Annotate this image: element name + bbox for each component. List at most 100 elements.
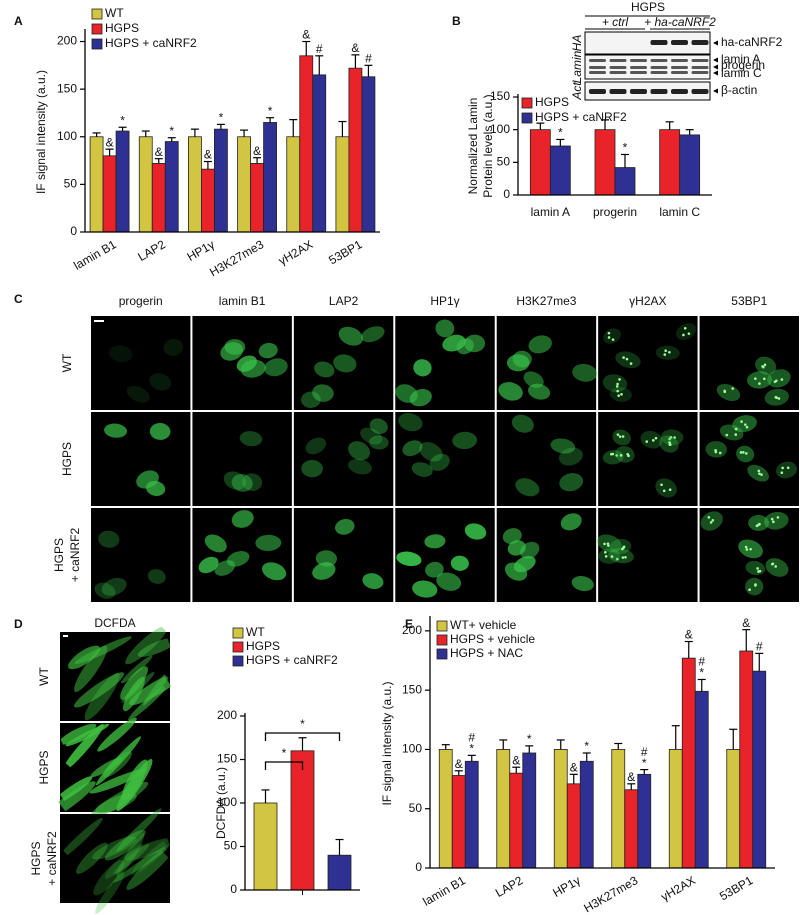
significance-mark: & <box>570 761 578 775</box>
nucleus <box>612 429 631 446</box>
y-tick-label: 100 <box>490 122 510 136</box>
focus <box>606 542 610 546</box>
nucleus <box>419 442 443 462</box>
significance-mark: & <box>106 135 114 149</box>
nucleus <box>101 577 127 596</box>
bar <box>164 141 179 233</box>
focus <box>621 556 625 559</box>
antibody-label: Lamin <box>570 50 584 83</box>
band <box>691 66 709 69</box>
focus <box>645 440 649 443</box>
bar <box>89 136 104 233</box>
legend-swatch <box>436 648 448 660</box>
cell <box>95 793 137 814</box>
legend-swatch <box>521 97 533 109</box>
column-label: H3K27me3 <box>516 294 576 308</box>
micrograph <box>192 412 292 506</box>
y-tick-label: 150 <box>490 89 510 103</box>
legend-label: HGPS + vehicle <box>450 632 535 646</box>
nucleus <box>347 458 372 475</box>
column-label: lamin B1 <box>219 294 266 308</box>
band <box>630 66 647 69</box>
significance-mark: # <box>698 655 705 669</box>
cell <box>74 672 125 708</box>
focus <box>763 377 766 381</box>
cell <box>120 666 148 700</box>
focus <box>763 363 767 367</box>
nucleus <box>360 427 383 445</box>
error-bar <box>684 640 693 659</box>
significance-mark: & <box>685 628 693 642</box>
focus <box>668 437 671 441</box>
error-bar <box>302 40 311 56</box>
legend-label: HGPS <box>535 95 569 109</box>
bar <box>464 760 479 869</box>
nucleus <box>231 474 253 492</box>
column-label: HP1γ <box>430 294 459 308</box>
band <box>671 40 688 45</box>
nucleus <box>511 414 534 433</box>
bar <box>348 67 363 233</box>
band-label: progerin <box>721 58 765 72</box>
focus <box>734 427 738 431</box>
cell <box>76 842 108 874</box>
nucleus <box>464 523 487 540</box>
focus <box>745 425 749 429</box>
bar <box>566 783 581 869</box>
error-bar <box>512 766 521 774</box>
cell <box>97 717 137 752</box>
x-tick-label: HP1γ <box>185 237 217 264</box>
nucleus <box>435 319 455 338</box>
band <box>691 59 709 62</box>
focus <box>609 452 613 456</box>
error-bar <box>755 652 764 672</box>
bar <box>624 789 639 869</box>
error-bar <box>266 117 275 123</box>
axes <box>244 713 360 891</box>
focus <box>725 433 729 437</box>
micrograph <box>699 412 799 506</box>
focus <box>744 545 748 549</box>
focus <box>618 435 622 438</box>
bar <box>614 167 636 196</box>
nucleus <box>398 413 423 432</box>
blot-box <box>584 31 711 55</box>
axes <box>84 29 380 233</box>
error-bar <box>582 752 591 762</box>
focus <box>740 420 743 423</box>
bracket <box>264 732 341 741</box>
micrograph <box>91 508 191 602</box>
bar <box>214 128 228 233</box>
x-tick-label: γH2AX <box>658 873 697 904</box>
bar <box>253 802 278 891</box>
focus <box>617 394 620 397</box>
bar <box>451 775 466 869</box>
significance-mark: * <box>623 141 628 155</box>
nucleus <box>224 339 246 355</box>
bracket-label: * <box>300 717 305 731</box>
legend-swatch <box>232 627 244 639</box>
legend-label: HGPS <box>246 639 280 653</box>
column-label: γH2AX <box>629 294 666 308</box>
focus <box>711 518 715 522</box>
bar <box>522 752 537 869</box>
bar <box>496 749 511 869</box>
bar <box>553 749 568 869</box>
cell <box>113 843 150 875</box>
cell <box>90 757 123 778</box>
micrograph <box>598 508 698 602</box>
legend-label: WT <box>105 6 124 20</box>
nucleus <box>512 350 532 368</box>
significance-mark: * <box>219 111 224 125</box>
focus <box>629 362 633 365</box>
band <box>630 71 647 74</box>
focus <box>734 433 738 436</box>
error-bar <box>556 138 565 146</box>
antibody-label: Act <box>570 82 584 101</box>
focus <box>739 451 743 454</box>
focus <box>673 436 676 439</box>
nucleus <box>258 342 278 359</box>
micrograph <box>699 316 799 410</box>
y-tick-label: 0 <box>230 882 237 896</box>
cell <box>126 843 176 890</box>
